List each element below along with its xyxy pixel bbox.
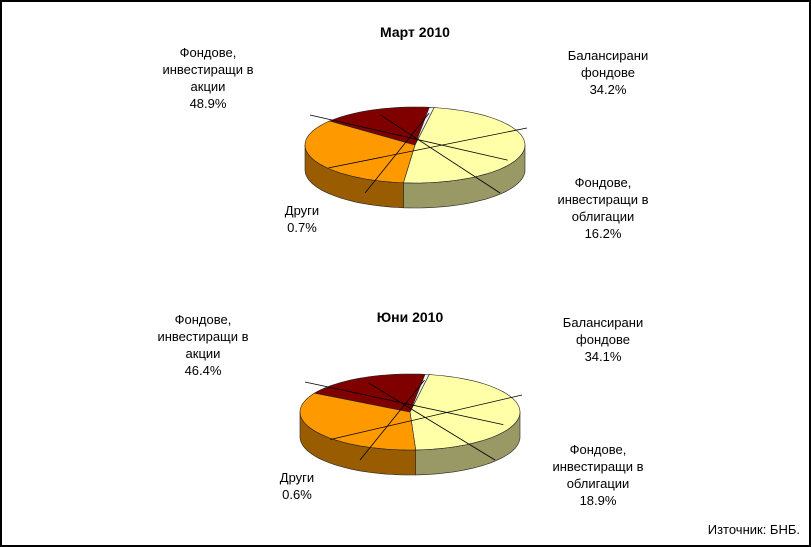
slice-label-line: инвестиращи в bbox=[157, 329, 248, 344]
slice-label-line: инвестиращи в bbox=[557, 192, 648, 207]
slice-label-line: Фондове, bbox=[570, 442, 627, 457]
value-label: 46.4% bbox=[185, 363, 222, 378]
pie-slice bbox=[409, 374, 521, 451]
slice-label-line: облигации bbox=[567, 476, 630, 491]
pie-slice bbox=[409, 374, 430, 413]
slice-label: Други bbox=[280, 470, 314, 485]
slice-label-line: Други bbox=[280, 470, 314, 485]
slice-label-line: Фондове, bbox=[180, 45, 237, 60]
leader-line bbox=[328, 127, 528, 169]
slice-label-line: фондове bbox=[576, 332, 630, 347]
value-label: 0.7% bbox=[287, 220, 317, 235]
slice-label-line: Фондове, bbox=[175, 312, 232, 327]
pie-slice bbox=[299, 392, 417, 451]
value-label: 34.2% bbox=[590, 82, 627, 97]
slice-label-line: Фондове, bbox=[575, 175, 632, 190]
chart-title: Юни 2010 bbox=[377, 309, 444, 325]
source-note: Източник: БНБ. bbox=[708, 522, 800, 537]
value-label: 16.2% bbox=[585, 226, 622, 241]
leader-line bbox=[304, 381, 504, 425]
pie-slice bbox=[414, 106, 435, 146]
value-label: 34.1% bbox=[585, 349, 622, 364]
leader-line bbox=[359, 379, 425, 461]
pie-slice bbox=[402, 107, 526, 184]
slice-label: Други bbox=[285, 203, 319, 218]
chart-title: Март 2010 bbox=[380, 24, 450, 40]
slice-label-line: Балансирани bbox=[563, 315, 643, 330]
value-label: 18.9% bbox=[580, 493, 617, 508]
slice-label: Фондове, инвестиращи в облигации bbox=[557, 175, 648, 224]
pie-slice bbox=[313, 373, 426, 413]
slice-label-line: акции bbox=[191, 79, 226, 94]
slice-label-line: Други bbox=[285, 203, 319, 218]
slice-label-line: облигации bbox=[572, 209, 635, 224]
slice-label-line: инвестиращи в bbox=[552, 459, 643, 474]
slice-label: Фондове, инвестиращи в облигации bbox=[552, 442, 643, 491]
slice-label: Балансирани фондове bbox=[563, 315, 643, 347]
leader-line bbox=[309, 114, 508, 161]
slice-label-line: инвестиращи в bbox=[162, 62, 253, 77]
slice-label-line: Балансирани bbox=[568, 48, 648, 63]
leader-line bbox=[330, 394, 523, 440]
value-label: 48.9% bbox=[190, 96, 227, 111]
slice-label: Балансирани фондове bbox=[568, 48, 648, 80]
slice-label-line: фондове bbox=[581, 65, 635, 80]
slice-label: Фондове, инвестиращи в акции bbox=[157, 312, 248, 361]
leader-line bbox=[368, 382, 496, 461]
leader-line bbox=[364, 112, 430, 194]
pie-slice bbox=[328, 106, 430, 146]
slice-label-line: акции bbox=[186, 346, 221, 361]
leader-line bbox=[380, 114, 501, 194]
slice-label: Фондове, инвестиращи в акции bbox=[162, 45, 253, 94]
value-label: 0.6% bbox=[282, 487, 312, 502]
